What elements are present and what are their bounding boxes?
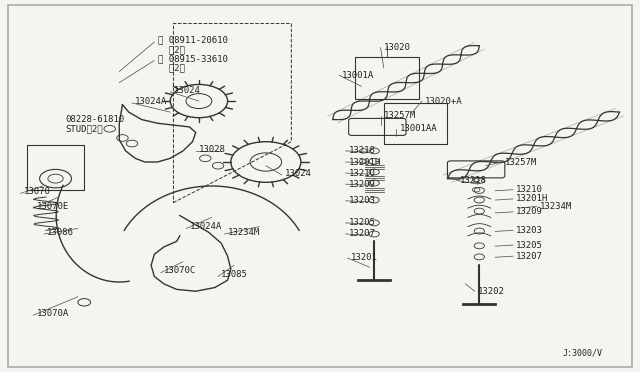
Text: 13086: 13086 <box>47 228 74 237</box>
Text: 13024: 13024 <box>285 169 312 177</box>
Text: Ⓝ 08911-20610: Ⓝ 08911-20610 <box>157 36 227 45</box>
Text: （2）: （2） <box>157 45 184 54</box>
Text: 13024: 13024 <box>173 86 200 94</box>
Text: 13001AA: 13001AA <box>399 124 437 133</box>
Text: 13257M: 13257M <box>505 157 537 167</box>
Text: 13205: 13205 <box>516 241 543 250</box>
Text: 13203: 13203 <box>349 196 376 205</box>
Text: 13234M: 13234M <box>228 228 260 237</box>
Text: Ⓟ 08915-33610: Ⓟ 08915-33610 <box>157 54 227 63</box>
Text: 13209: 13209 <box>349 180 376 189</box>
Text: 13210: 13210 <box>349 169 376 177</box>
Text: 13234M: 13234M <box>540 202 572 211</box>
Text: 13210: 13210 <box>516 185 543 194</box>
Text: 13070C: 13070C <box>164 266 196 275</box>
Text: 13203: 13203 <box>516 226 543 235</box>
Text: 13202: 13202 <box>478 287 505 296</box>
Text: 13201H: 13201H <box>349 157 381 167</box>
Text: 13070: 13070 <box>24 187 51 196</box>
Text: 13207: 13207 <box>349 230 376 238</box>
Text: 13070E: 13070E <box>36 202 68 211</box>
Text: 13028: 13028 <box>199 145 226 154</box>
Text: 13020: 13020 <box>384 43 411 52</box>
Text: （2）: （2） <box>157 63 184 72</box>
Text: 13001A: 13001A <box>342 71 374 80</box>
Bar <box>27 145 84 190</box>
Text: 13070A: 13070A <box>36 309 68 318</box>
Text: 13209: 13209 <box>516 207 543 217</box>
Text: 13085: 13085 <box>221 270 248 279</box>
Text: 13024A: 13024A <box>189 222 221 231</box>
Text: 13024A: 13024A <box>135 97 168 106</box>
Text: 13218: 13218 <box>460 176 487 185</box>
Text: 13207: 13207 <box>516 251 543 261</box>
Text: J:3000/V: J:3000/V <box>562 349 602 358</box>
Text: 13201H: 13201H <box>516 195 548 203</box>
Bar <box>384 103 447 144</box>
Text: 13020+A: 13020+A <box>425 97 463 106</box>
Text: 13201: 13201 <box>351 253 378 263</box>
Text: 13257M: 13257M <box>384 111 416 121</box>
Text: 13218: 13218 <box>349 147 376 155</box>
Text: STUD（2）: STUD（2） <box>65 124 103 133</box>
Text: 13205: 13205 <box>349 218 376 227</box>
Text: 08228-61810: 08228-61810 <box>65 115 124 124</box>
Bar <box>355 57 419 99</box>
